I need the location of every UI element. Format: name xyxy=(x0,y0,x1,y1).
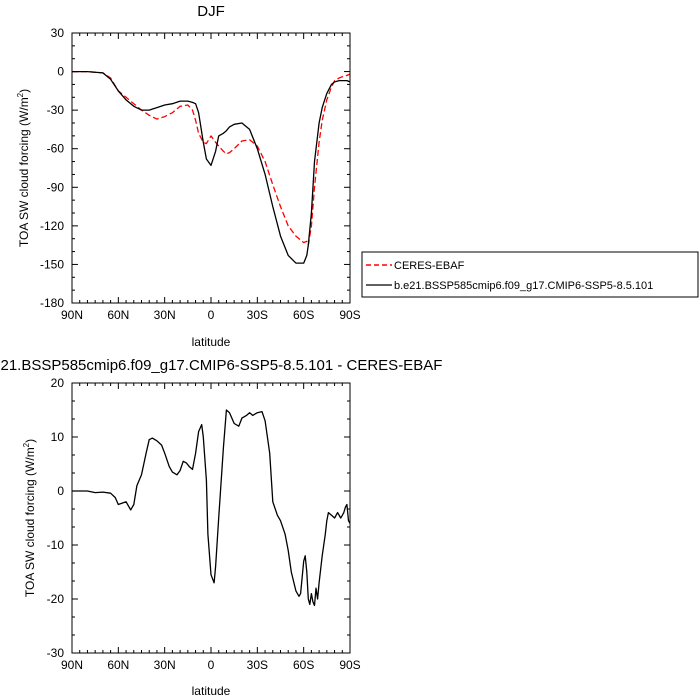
top-plot-frame xyxy=(71,32,351,304)
top-panel: DJF 90N 60N 30N 0 30S 60S 90S 30 0 -30 -60 -90 -120 -… xyxy=(16,3,699,349)
top-chart-axes: 90N 60N 30N 0 30S 60S 90S 30 0 -30 -60 -90 -120 -150 -… xyxy=(40,26,361,322)
x-tick-label: 90N xyxy=(61,308,83,322)
y-tick-label: -90 xyxy=(47,180,65,194)
top-chart-title: DJF xyxy=(197,3,225,20)
x-tick-label: 90N xyxy=(61,658,83,672)
y-tick-label: -20 xyxy=(47,592,65,606)
x-tick-label: 90S xyxy=(339,658,360,672)
x-tick-label: 30N xyxy=(154,308,176,322)
y-tick-label: -30 xyxy=(47,646,65,660)
x-tick-label: 30N xyxy=(154,658,176,672)
x-tick-label: 30S xyxy=(247,308,268,322)
y-tick-label: -60 xyxy=(47,142,65,156)
legend-box xyxy=(361,251,699,298)
top-x-axis-label: latitude xyxy=(192,335,231,349)
y-tick-label: -180 xyxy=(40,296,64,310)
series-line-0 xyxy=(72,70,351,246)
legend-label-model: b.e21.BSSP585cmip6.f09_g17.CMIP6-SSP5-8.… xyxy=(394,280,653,292)
y-tick-label: 20 xyxy=(51,376,65,390)
x-tick-label: 90S xyxy=(339,308,360,322)
x-tick-label: 60N xyxy=(107,308,129,322)
x-tick-label: 0 xyxy=(208,658,215,672)
top-y-axis-label: TOA SW cloud forcing (W/m2) xyxy=(16,89,31,247)
y-tick-label: -30 xyxy=(47,103,65,117)
bottom-chart-series xyxy=(72,409,351,607)
x-tick-label: 30S xyxy=(247,658,268,672)
x-tick-label: 60S xyxy=(293,658,314,672)
y-tick-label: -150 xyxy=(40,257,64,271)
bottom-chart-title: b.e21.BSSP585cmip6.f09_g17.CMIP6-SSP5-8.… xyxy=(0,357,442,374)
legend: CERES-EBAF b.e21.BSSP585cmip6.f09_g17.CM… xyxy=(361,251,699,298)
bottom-chart-axes: 90N 60N 30N 0 30S 60S 90S 20 10 0 -10 -20 -30 xyxy=(47,376,361,672)
y-tick-label: 10 xyxy=(51,430,65,444)
y-tick-label: -120 xyxy=(40,219,64,233)
legend-label-ceres: CERES-EBAF xyxy=(394,260,465,272)
bottom-y-axis-label: TOA SW cloud forcing (W/m2) xyxy=(22,439,37,597)
y-tick-label: 0 xyxy=(57,65,64,79)
bottom-x-axis-label: latitude xyxy=(192,684,231,698)
y-tick-label: 30 xyxy=(51,26,65,40)
y-tick-label: -10 xyxy=(47,538,65,552)
series-line-0 xyxy=(72,409,351,607)
bottom-plot-frame xyxy=(71,382,351,654)
x-tick-label: 60S xyxy=(293,308,314,322)
x-tick-label: 60N xyxy=(107,658,129,672)
x-tick-label: 0 xyxy=(208,308,215,322)
y-tick-label: 0 xyxy=(57,484,64,498)
series-line-1 xyxy=(72,70,351,264)
bottom-panel: b.e21.BSSP585cmip6.f09_g17.CMIP6-SSP5-8.… xyxy=(0,357,442,698)
top-chart-series xyxy=(72,70,351,264)
